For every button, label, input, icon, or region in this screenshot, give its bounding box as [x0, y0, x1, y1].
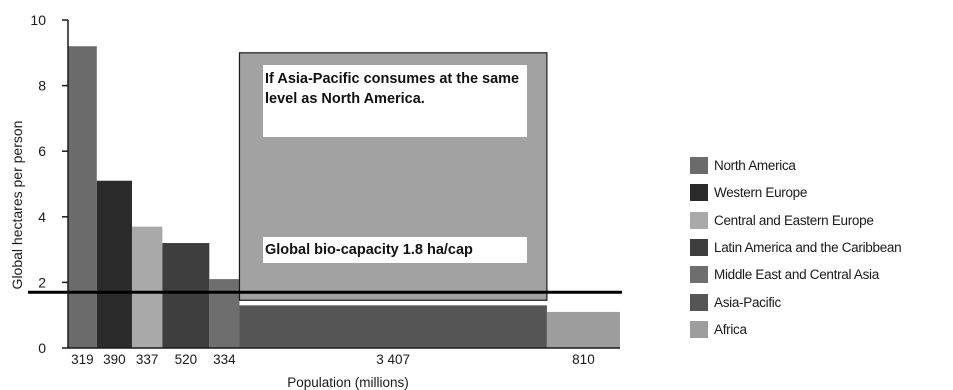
legend-item-latin-america-and-the-caribbean: Latin America and the Caribbean	[690, 234, 902, 261]
bars-layer	[68, 46, 620, 349]
legend-item-middle-east-and-central-asia: Middle East and Central Asia	[690, 261, 901, 288]
bar-asia-pacific	[239, 305, 547, 348]
y-tick-label: 4	[38, 209, 46, 225]
x-axis-label: Population (millions)	[287, 375, 409, 390]
legend-item-north-america: North America	[690, 152, 901, 179]
legend-item-africa: Africa	[690, 316, 901, 343]
bar-africa	[546, 311, 620, 348]
legend: North America Western Europe Central and E…	[690, 152, 902, 343]
legend-label: Latin America and the Caribbean	[714, 240, 902, 256]
legend-swatch	[690, 293, 708, 311]
x-tick-label: 3 407	[376, 352, 410, 367]
legend-swatch	[690, 157, 708, 175]
legend-label: North America	[714, 158, 796, 174]
y-tick-label: 8	[38, 78, 46, 94]
legend-swatch	[690, 239, 708, 257]
bio-capacity-annotation: Global bio-capacity 1.8 ha/cap	[263, 237, 527, 263]
y-tick-label: 0	[38, 340, 46, 356]
hypothetical-annotation: If Asia-Pacific consumes at the same lev…	[263, 65, 527, 137]
legend-item-central-and-eastern-europe: Central and Eastern Europe	[690, 207, 901, 234]
legend-item-asia-pacific: Asia-Pacific	[690, 288, 901, 315]
legend-swatch	[690, 266, 708, 284]
bar-middle-east-and-central-asia	[209, 279, 240, 348]
y-tick-label: 10	[30, 12, 46, 28]
x-tick-label: 334	[213, 352, 236, 367]
legend-label: Asia-Pacific	[714, 294, 781, 310]
legend-item-western-europe: Western Europe	[690, 179, 901, 206]
y-tick-label: 2	[38, 274, 46, 290]
x-tick-label: 337	[136, 352, 159, 367]
x-tick-label: 390	[103, 352, 126, 367]
bar-central-and-eastern-europe	[131, 226, 163, 348]
x-tick-label: 810	[572, 352, 595, 367]
y-tick-label: 6	[38, 143, 46, 159]
legend-swatch	[690, 320, 708, 338]
bar-latin-america-and-the-caribbean	[162, 243, 210, 348]
x-tick-label: 319	[71, 352, 94, 367]
legend-swatch	[690, 184, 708, 202]
bar-north-america	[68, 46, 97, 349]
legend-label: Africa	[714, 321, 747, 337]
x-tick-label: 520	[175, 352, 198, 367]
bar-western-europe	[96, 180, 132, 348]
legend-label: Central and Eastern Europe	[714, 212, 874, 228]
legend-swatch	[690, 211, 708, 229]
legend-label: Western Europe	[714, 185, 808, 201]
y-axis-label: Global hectares per person	[9, 121, 25, 290]
legend-label: Middle East and Central Asia	[714, 267, 879, 283]
